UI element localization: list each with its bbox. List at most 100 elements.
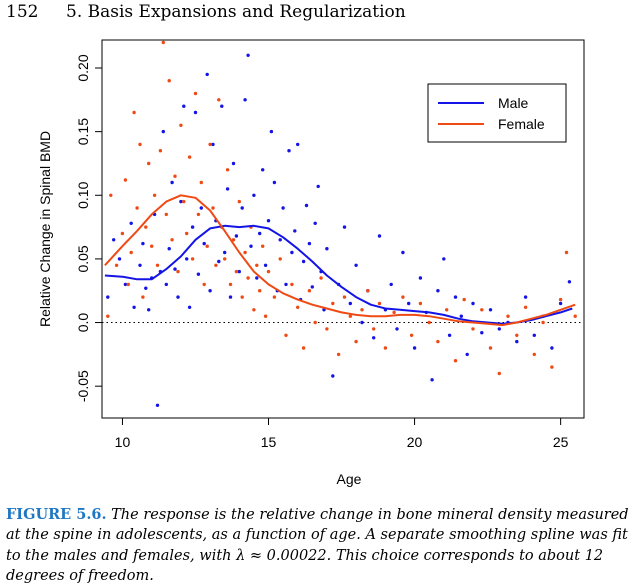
- male-point: [418, 276, 423, 280]
- female-point: [176, 269, 180, 274]
- male-point: [281, 206, 285, 210]
- male-point: [176, 295, 180, 299]
- female-point: [182, 199, 186, 204]
- female-point: [138, 142, 142, 147]
- male-point: [354, 263, 358, 267]
- data-points: [106, 40, 577, 407]
- female-point: [126, 282, 130, 287]
- male-point: [459, 314, 463, 318]
- female-point: [231, 238, 236, 242]
- male-point: [106, 295, 110, 299]
- male-point: [360, 320, 364, 325]
- male-point: [237, 269, 241, 274]
- male-point: [161, 129, 165, 134]
- female-point: [234, 269, 239, 274]
- male-smoothing-curve: [104, 224, 573, 325]
- female-point: [225, 168, 230, 172]
- female-smoothing-curve: [104, 194, 576, 327]
- chapter-title: 5. Basis Expansions and Regularization: [66, 2, 406, 22]
- male-point: [173, 267, 177, 271]
- male-point: [389, 282, 393, 287]
- male-point: [550, 346, 554, 350]
- male-point: [185, 257, 189, 261]
- male-point: [211, 142, 215, 147]
- female-point: [360, 308, 364, 312]
- female-point: [515, 333, 519, 337]
- female-point: [480, 308, 484, 312]
- male-point: [223, 250, 227, 255]
- female-point: [383, 346, 388, 350]
- male-point: [278, 238, 282, 242]
- female-point: [336, 352, 341, 357]
- female-point: [106, 314, 110, 318]
- male-point: [523, 295, 528, 299]
- male-point: [287, 149, 291, 153]
- x-axis-label: Age: [337, 471, 362, 487]
- male-point: [480, 331, 484, 335]
- male-point: [304, 203, 309, 208]
- male-point: [471, 301, 475, 306]
- female-point: [187, 155, 192, 159]
- male-point: [316, 184, 320, 189]
- male-point: [453, 295, 458, 299]
- male-point: [325, 247, 329, 251]
- male-point: [196, 272, 201, 276]
- female-point: [296, 305, 300, 309]
- male-point: [515, 339, 519, 344]
- male-point: [182, 104, 186, 108]
- female-point: [202, 282, 206, 287]
- female-point: [252, 308, 256, 312]
- female-point: [307, 289, 312, 293]
- female-point: [199, 180, 203, 185]
- figure-caption: FIGURE 5.6. The response is the relative…: [6, 505, 632, 586]
- male-point: [228, 295, 233, 299]
- male-point: [225, 187, 230, 191]
- male-point: [205, 72, 209, 77]
- x-tick-label: 20: [407, 434, 423, 450]
- female-point: [497, 371, 501, 376]
- female-point: [290, 282, 294, 287]
- female-point: [255, 263, 259, 267]
- female-point: [205, 244, 209, 248]
- male-point: [249, 244, 253, 248]
- female-point: [185, 231, 189, 236]
- male-point: [129, 221, 133, 225]
- female-point: [564, 250, 569, 255]
- y-tick-label: 0.05: [75, 245, 91, 272]
- female-point: [401, 295, 405, 299]
- female-point: [284, 333, 288, 337]
- female-point: [427, 320, 431, 325]
- female-point: [263, 314, 268, 318]
- y-tick-label: 0.15: [75, 118, 91, 145]
- female-point: [135, 206, 139, 210]
- male-point: [141, 241, 145, 246]
- female-point: [409, 333, 414, 337]
- male-point: [240, 206, 244, 210]
- male-point: [144, 286, 148, 290]
- female-point: [217, 98, 221, 102]
- male-point: [190, 225, 195, 229]
- female-point: [129, 250, 133, 255]
- male-point: [193, 110, 198, 115]
- female-point: [150, 244, 154, 248]
- male-point: [430, 378, 434, 382]
- female-point: [132, 110, 136, 115]
- male-point: [252, 193, 256, 197]
- female-point: [123, 178, 128, 182]
- male-point: [301, 259, 306, 264]
- female-point: [436, 339, 440, 344]
- male-point: [132, 305, 136, 309]
- female-point: [278, 257, 282, 261]
- y-axis: -0.05 0.0 0.05 0.10 0.15 0.20: [75, 54, 102, 402]
- y-tick-label: 0.20: [75, 54, 91, 81]
- male-point: [497, 327, 501, 331]
- male-point: [266, 219, 271, 223]
- female-point: [325, 327, 329, 331]
- male-point: [258, 231, 262, 236]
- female-point: [179, 123, 183, 128]
- male-point: [263, 263, 268, 267]
- female-point: [237, 199, 241, 204]
- legend: Male Female: [427, 83, 567, 143]
- female-point: [261, 244, 265, 248]
- running-header: 152 5. Basis Expansions and Regularizatio…: [6, 2, 406, 22]
